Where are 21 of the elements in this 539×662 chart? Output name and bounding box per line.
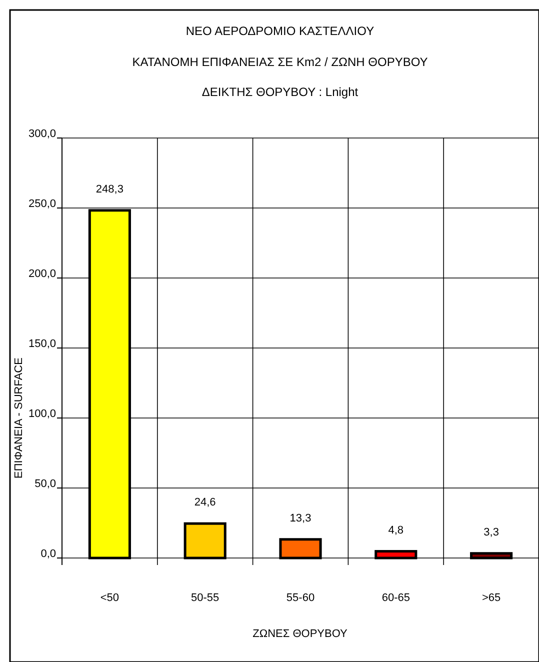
x-tick-label: >65: [482, 592, 501, 604]
y-tick-label: 50,0: [34, 478, 56, 490]
data-label: 248,3: [96, 183, 124, 196]
x-tick-label: 50-55: [191, 592, 220, 604]
y-tick-label: 250,0: [28, 198, 56, 210]
y-tick-label: 100,0: [28, 408, 56, 420]
x-axis-title: ΖΩΝΕΣ ΘΟΡΥΒΟΥ: [252, 628, 348, 640]
x-tick-label: <50: [100, 592, 120, 604]
data-label: 3,3: [484, 526, 499, 538]
data-label: 13,3: [290, 512, 312, 524]
chart-title: ΝΕΟ ΑΕΡΟΔΡΟΜΙΟ ΚΑΣΤΕΛΛΙΟΥ: [186, 24, 374, 38]
x-tick-label: 55-60: [286, 592, 315, 604]
data-label: 4,8: [388, 524, 404, 536]
y-axis-title: ΕΠΙΦΑΝΕΙΑ - SURFACE: [13, 358, 25, 478]
y-tick-label: 0,0: [40, 548, 56, 560]
y-tick-label: 300,0: [28, 128, 56, 140]
text: ΚΑΤΑΝΟΜΗ ΕΠΙΦΑΝΕΙΑΣ ΣΕ Km2 / ΖΩΝΗ ΘΟΡΥΒΟΥ ΔΕΙΚΤΗΣ ΘΟΡΥΒΟΥ : Lnight: [132, 55, 428, 99]
data-label: 24,6: [194, 496, 216, 509]
y-tick-label: 200,0: [28, 268, 56, 280]
y-tick-label: 150,0: [28, 338, 56, 350]
x-tick-label: 60-65: [382, 592, 410, 604]
